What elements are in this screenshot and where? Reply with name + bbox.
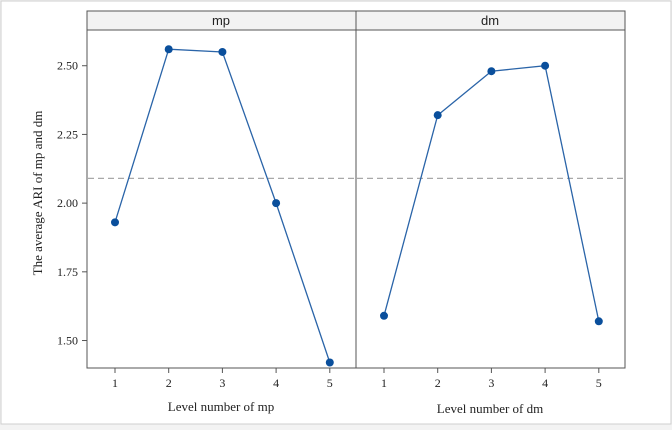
y-axis-label: The average ARI of mp and dm (30, 111, 45, 276)
x-tick-label: 5 (327, 376, 333, 390)
data-point-mp-2 (164, 45, 173, 54)
y-tick-label: 2.50 (57, 59, 78, 73)
x-tick-label: 5 (596, 376, 602, 390)
y-tick-label: 2.25 (57, 127, 78, 141)
data-point-mp-5 (325, 358, 334, 367)
x-axes: 1 2 3 4 5 1 2 3 4 5 (112, 368, 602, 390)
x-tick-label: 4 (273, 376, 279, 390)
x-tick-label: 3 (219, 376, 225, 390)
x-tick-label: 1 (112, 376, 118, 390)
data-point-mp-4 (272, 199, 281, 208)
panel-dm-frame (355, 29, 626, 369)
y-axis: 1.50 1.75 2.00 2.25 2.50 (57, 59, 87, 348)
y-tick-label: 1.75 (57, 265, 78, 279)
data-point-mp-3 (218, 47, 227, 56)
data-point-dm-2 (433, 111, 442, 120)
panel-dm-xlabel: Level number of dm (437, 401, 544, 416)
y-tick-label: 1.50 (57, 334, 78, 348)
data-point-mp-1 (111, 218, 119, 227)
data-point-dm-5 (594, 317, 603, 326)
y-tick-label: 2.00 (57, 196, 78, 210)
panel-dm: dm Level number of dm (355, 10, 626, 416)
panel-mp-title: mp (212, 13, 230, 28)
x-tick-label: 1 (381, 376, 387, 390)
data-point-dm-3 (487, 67, 496, 76)
x-tick-label: 4 (542, 376, 548, 390)
series-layer (111, 45, 603, 367)
panel-dm-title: dm (481, 13, 499, 28)
data-point-dm-4 (541, 61, 550, 70)
x-tick-label: 3 (488, 376, 494, 390)
panel-mp-xlabel: Level number of mp (168, 399, 275, 414)
data-point-dm-1 (380, 311, 388, 320)
x-tick-label: 2 (435, 376, 441, 390)
x-tick-label: 2 (166, 376, 172, 390)
